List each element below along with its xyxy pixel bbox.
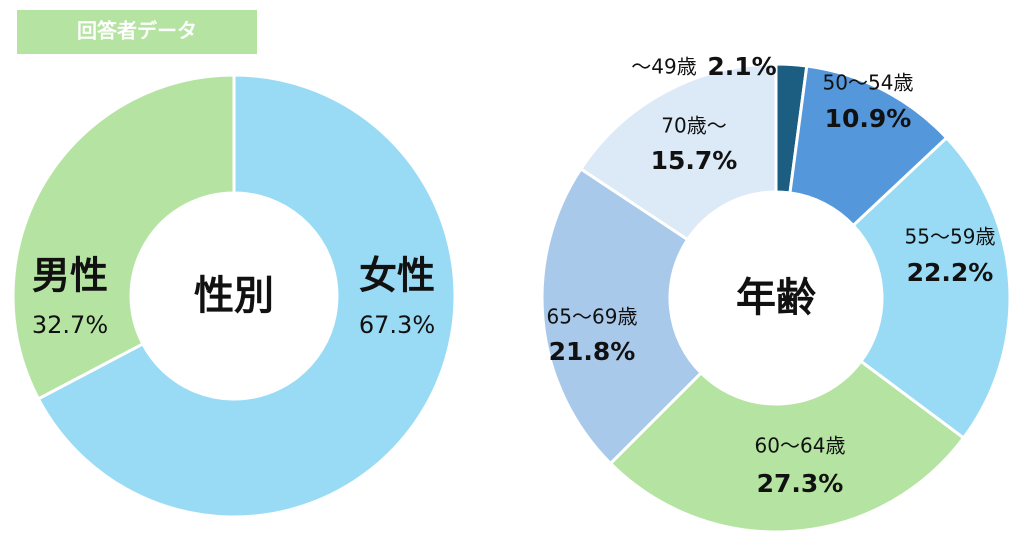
value-label: 2.1%	[707, 52, 776, 81]
category-label: 〜49歳	[631, 55, 696, 79]
donut-segment	[11, 73, 236, 401]
value-label: 21.8%	[549, 337, 636, 366]
category-label: 65〜69歳	[547, 305, 638, 329]
value-label: 32.7%	[32, 311, 108, 339]
center-label: 年齢	[736, 275, 816, 321]
header-box	[17, 10, 257, 54]
category-label: 男性	[32, 254, 108, 298]
donut-segment	[540, 166, 704, 466]
value-label: 27.3%	[757, 469, 844, 498]
value-label: 10.9%	[825, 104, 912, 133]
center-label: 性別	[194, 273, 274, 319]
header-title: 回答者データ	[77, 19, 197, 43]
category-label: 50〜54歳	[823, 71, 914, 95]
category-label: 70歳〜	[661, 114, 726, 138]
value-label: 67.3%	[359, 311, 435, 339]
category-label: 55〜59歳	[905, 225, 996, 249]
donut-segment	[36, 73, 457, 519]
value-label: 22.2%	[907, 258, 994, 287]
donut-segment	[851, 135, 1012, 441]
category-label: 60〜64歳	[755, 434, 846, 458]
donut-segment	[578, 62, 778, 242]
value-label: 15.7%	[651, 146, 738, 175]
donut-segment	[608, 359, 966, 534]
category-label: 女性	[359, 254, 435, 298]
